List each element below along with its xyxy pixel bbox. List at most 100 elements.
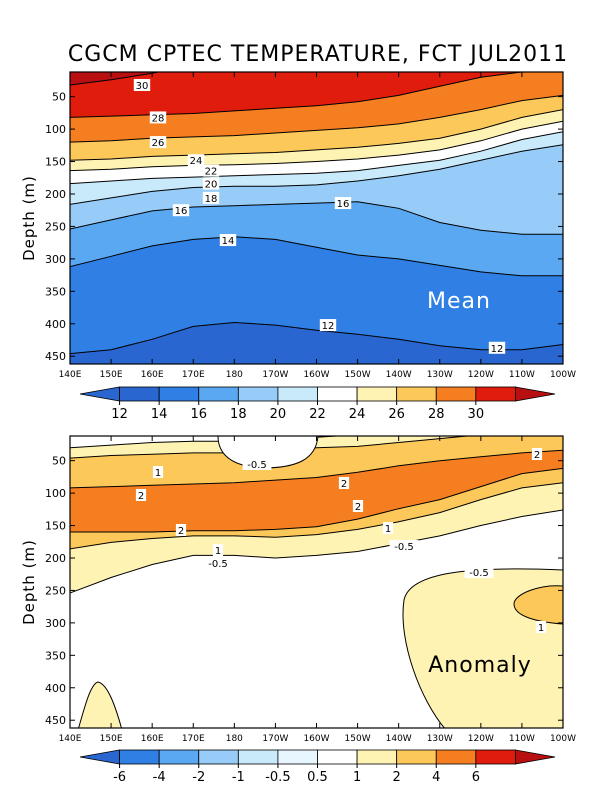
contour-label-bg [352, 500, 364, 512]
anomaly-contour-label: -0.5 [464, 566, 494, 579]
contour-label-text: -0.5 [469, 568, 489, 579]
anomaly-contour-label: 2 [135, 489, 147, 502]
isotherm-12 [70, 321, 563, 355]
colorbar-swatch [237, 749, 279, 765]
colorbar-tick-label: 26 [388, 407, 405, 422]
contour-label-bg [203, 557, 233, 569]
x-tick-label: 170E [182, 734, 205, 744]
contour-label-text: 1 [215, 546, 221, 557]
x-tick-label: 170E [182, 370, 205, 380]
x-tick-label: 140E [59, 370, 82, 380]
y-tick-label: 450 [45, 714, 66, 727]
mean-contour-fill [70, 72, 563, 364]
contour-label-text: 2 [138, 491, 144, 502]
colorbar-swatch [198, 386, 239, 402]
x-tick-label: 110W [509, 734, 535, 744]
mean-colorbar: 12 14 16 18 20 22 24 26 28 30 [79, 386, 556, 422]
colorbar-swatch [119, 749, 160, 765]
colorbar-tick-label: 2 [393, 770, 401, 785]
anomaly-contour-label: 1 [382, 522, 394, 535]
x-tick-label: 160W [303, 734, 329, 744]
mean-contour-label: 26 [149, 136, 167, 149]
chart-title: CGCM CPTEC TEMPERATURE, FCT JUL2011 [68, 42, 568, 67]
contour-label-text: -0.5 [208, 559, 228, 570]
contour-label-bg [202, 177, 220, 190]
contour-label-bg [382, 522, 394, 534]
mean-contour-label: 16 [172, 204, 190, 217]
colorbar-swatch [119, 386, 160, 402]
colorbar-swatch [317, 386, 358, 402]
x-tick-label: 120W [468, 734, 494, 744]
x-tick-label: 140W [386, 734, 412, 744]
colorbar-tick-label: 1 [353, 770, 361, 785]
contour-label-text: 12 [322, 321, 335, 332]
contour-label-text: 30 [136, 81, 149, 92]
contour-label-bg [133, 78, 151, 91]
isotherm-20 [70, 131, 563, 185]
anomaly-contour-label: 2 [175, 524, 187, 537]
colorbar-swatch [317, 749, 358, 765]
contour-label-text: -0.5 [394, 542, 414, 553]
contour-label-bg [187, 154, 205, 167]
x-tick-label: 170W [262, 734, 288, 744]
y-tick-label: 400 [45, 318, 66, 331]
contour-label-text: 28 [152, 113, 165, 124]
contour-label-text: 22 [205, 167, 218, 178]
colorbar-tick-label: 28 [428, 407, 445, 422]
colorbar-tick-label: 4 [432, 770, 440, 785]
mean-contour-label: 20 [202, 177, 220, 191]
contour-label-bg [535, 621, 547, 633]
mean-layer-below-12 [70, 322, 563, 364]
colorbar-swatch [277, 386, 318, 402]
contour-label-bg [531, 448, 543, 460]
contour-label-text: 20 [205, 180, 218, 191]
x-tick-label: 130W [427, 370, 453, 380]
x-tick-label: 130W [427, 734, 453, 744]
mean-contour-label: 28 [149, 111, 167, 124]
colorbar-swatch [435, 386, 477, 402]
x-tick-label: 110W [509, 370, 535, 380]
anomaly-contour-label: 1 [212, 544, 224, 557]
y-tick-label: 400 [45, 682, 66, 695]
contour-label-text: 1 [155, 468, 161, 479]
colorbar-swatch [356, 386, 398, 402]
contour-label-bg [334, 197, 352, 210]
anomaly-contour-label: -0.5 [203, 557, 233, 570]
isotherm-24 [70, 109, 563, 161]
contour-label-text: 26 [152, 138, 165, 149]
y-tick-label: 300 [45, 617, 66, 630]
mean-contour-lines [70, 72, 563, 355]
anomaly-panel-label: Anomaly [428, 653, 532, 678]
contour-label-text: 2 [178, 526, 184, 537]
colorbar-swatch [475, 749, 516, 765]
colorbar-tick-label: 30 [468, 407, 485, 422]
y-tick-label: 150 [45, 156, 66, 169]
contour-label-text: 14 [222, 236, 235, 247]
x-tick-label: 150W [345, 370, 371, 380]
colorbar-end-high [515, 749, 556, 765]
contour-label-text: 16 [337, 199, 350, 210]
contour-label-bg [338, 477, 350, 489]
x-tick-label: 100W [550, 370, 576, 380]
contour-label-bg [212, 544, 224, 556]
anomaly-contour-label: 2 [338, 477, 350, 490]
isotherm-18 [70, 144, 563, 205]
colorbar-tick-label: 24 [349, 407, 366, 422]
x-tick-label: 140W [386, 370, 412, 380]
mean-contour-label: 30 [133, 78, 151, 92]
x-tick-label: 140E [59, 734, 82, 744]
y-tick-label: 450 [45, 350, 66, 363]
x-tick-label: 160E [141, 370, 164, 380]
contour-label-bg [202, 191, 220, 204]
colorbar-tick-label: -4 [153, 770, 166, 785]
y-tick-label: 350 [45, 285, 66, 298]
x-tick-label: 180 [226, 370, 243, 380]
colorbar-tick-label: -6 [113, 770, 126, 785]
colorbar-swatch [237, 386, 279, 402]
x-tick-label: 180 [226, 734, 243, 744]
contour-label-text: 2 [341, 479, 347, 490]
contour-label-bg [389, 540, 419, 552]
anomaly-axes: 140E 150E 160E 170E 180 170W 160W 150W 140W 130W 1… [45, 436, 576, 744]
contour-label-text: 1 [385, 524, 391, 535]
mean-contour-label: 12 [319, 319, 337, 332]
